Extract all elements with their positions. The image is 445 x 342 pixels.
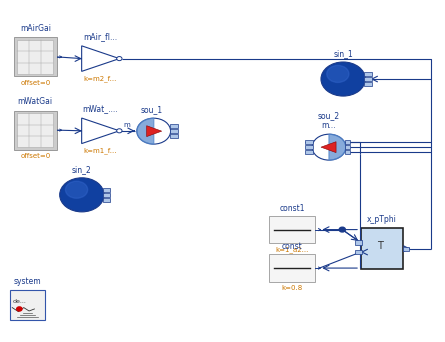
Bar — [345, 145, 350, 149]
Text: mAir_fl...: mAir_fl... — [84, 32, 117, 41]
FancyBboxPatch shape — [17, 113, 53, 147]
Bar — [305, 140, 313, 144]
Polygon shape — [147, 126, 162, 136]
Text: offset=0: offset=0 — [20, 153, 50, 159]
Circle shape — [339, 227, 345, 232]
Text: sin_2: sin_2 — [72, 165, 92, 174]
FancyBboxPatch shape — [9, 290, 45, 320]
Bar — [364, 82, 372, 86]
FancyBboxPatch shape — [361, 228, 403, 269]
Text: k=m2_f...: k=m2_f... — [84, 75, 117, 81]
Circle shape — [60, 178, 104, 212]
Bar — [355, 250, 362, 254]
Text: sou_2
m...: sou_2 m... — [318, 111, 340, 130]
Text: sin_1: sin_1 — [333, 49, 353, 58]
Circle shape — [312, 134, 346, 160]
Circle shape — [117, 129, 122, 133]
Text: mWat_....: mWat_.... — [83, 105, 118, 114]
Bar — [170, 129, 178, 133]
Bar — [103, 198, 110, 202]
Text: de...: de... — [13, 299, 27, 304]
Polygon shape — [329, 134, 346, 160]
Bar — [103, 193, 110, 197]
Text: m: m — [124, 122, 130, 128]
Polygon shape — [321, 142, 336, 153]
Text: k=m1_f...: k=m1_f... — [84, 147, 117, 154]
Text: mWatGai: mWatGai — [18, 97, 53, 106]
Circle shape — [65, 181, 88, 198]
FancyBboxPatch shape — [13, 110, 57, 150]
Bar — [170, 134, 178, 138]
Text: offset=0: offset=0 — [20, 80, 50, 86]
FancyBboxPatch shape — [269, 216, 316, 243]
Text: const: const — [282, 242, 303, 251]
Bar — [170, 124, 178, 128]
Circle shape — [137, 118, 170, 144]
Bar — [103, 188, 110, 192]
Text: system: system — [13, 277, 41, 286]
Bar — [355, 240, 362, 245]
Bar — [364, 77, 372, 81]
Polygon shape — [81, 46, 119, 71]
Polygon shape — [81, 118, 119, 144]
Text: x_pTphi: x_pTphi — [367, 215, 397, 224]
Bar — [345, 150, 350, 154]
Bar — [345, 140, 350, 144]
Text: mAirGai: mAirGai — [20, 24, 51, 33]
Text: T: T — [377, 241, 383, 251]
Circle shape — [16, 307, 22, 311]
FancyBboxPatch shape — [17, 40, 53, 74]
Bar — [403, 247, 409, 251]
Bar — [305, 145, 313, 149]
Text: sou_1: sou_1 — [141, 105, 162, 114]
Text: const1: const1 — [279, 203, 305, 213]
Text: k=1_a2...: k=1_a2... — [275, 247, 309, 253]
Bar — [305, 150, 313, 154]
Text: k=0.8: k=0.8 — [282, 285, 303, 291]
Bar — [364, 72, 372, 76]
FancyBboxPatch shape — [269, 254, 316, 282]
Polygon shape — [137, 118, 154, 144]
Circle shape — [117, 56, 122, 61]
Circle shape — [321, 62, 365, 96]
Circle shape — [327, 65, 349, 82]
FancyBboxPatch shape — [13, 37, 57, 77]
